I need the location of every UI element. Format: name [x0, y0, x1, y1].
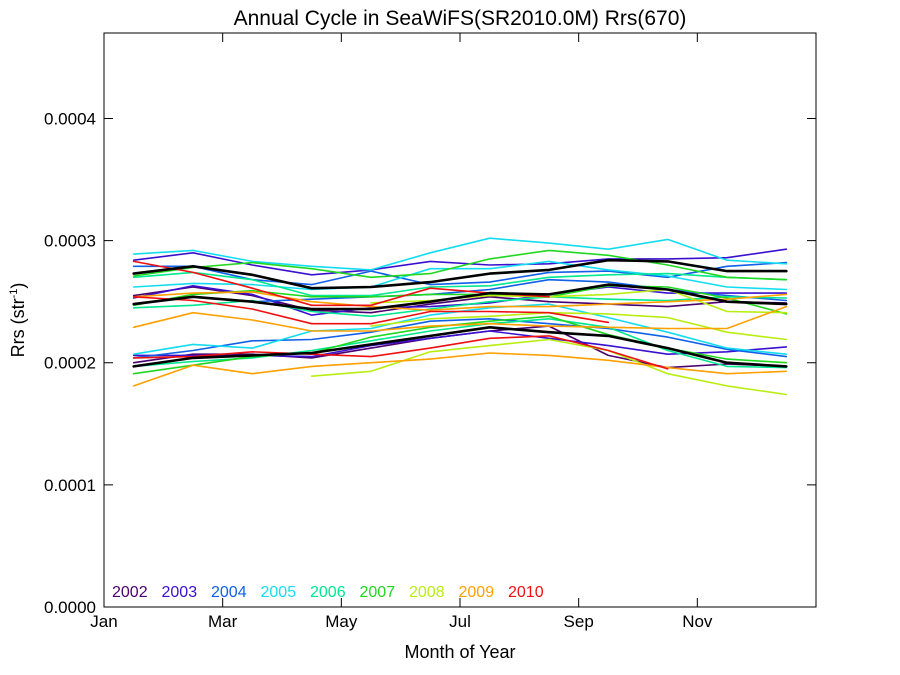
series-line-14 — [132, 271, 788, 297]
series-line-1 — [132, 283, 788, 311]
y-axis-label: Rrs (str-1) — [8, 283, 28, 358]
chart-title: Annual Cycle in SeaWiFS(SR2010.0M) Rrs(6… — [234, 7, 687, 30]
legend-item-2010: 2010 — [508, 584, 544, 601]
series-line-25 — [132, 291, 788, 311]
legend-item-2007: 2007 — [360, 584, 396, 601]
y-tick-label: 0.0004 — [44, 109, 96, 128]
y-tick-label: 0.0000 — [44, 598, 96, 617]
legend-item-2008: 2008 — [409, 584, 445, 601]
tick-labels: Jan Mar May Jul Sep Nov 0.0000 0.0001 0.0002 0.00… — [44, 109, 713, 631]
legend-item-2005: 2005 — [261, 584, 297, 601]
series-line-2 — [132, 326, 788, 368]
y-axis-label-sup: -1 — [8, 289, 20, 299]
series-line-23 — [132, 352, 788, 387]
legend-item-2003: 2003 — [162, 584, 198, 601]
x-tick-label: Jan — [90, 612, 117, 631]
series-line-17 — [132, 249, 788, 281]
plot-frame — [103, 32, 817, 608]
x-tick-label: Jul — [449, 612, 471, 631]
legend-item-2004: 2004 — [211, 584, 247, 601]
x-tick-label: May — [325, 612, 358, 631]
y-tick-label: 0.0003 — [44, 232, 96, 251]
series-line-0 — [132, 258, 788, 290]
series-line-20 — [310, 338, 788, 396]
legend-item-2009: 2009 — [459, 584, 495, 601]
series-line-24 — [132, 305, 788, 332]
series-line-26 — [132, 260, 550, 307]
legend-item-2006: 2006 — [310, 584, 346, 601]
y-tick-label: 0.0002 — [44, 354, 96, 373]
y-axis-label-main: Rrs (str — [8, 298, 28, 357]
series-line-28 — [132, 335, 669, 370]
series-line-10 — [132, 318, 788, 359]
series-layer — [132, 237, 788, 396]
legend-item-2002: 2002 — [112, 584, 148, 601]
x-tick-label: Nov — [682, 612, 713, 631]
series-line-8 — [132, 261, 788, 286]
y-axis-label-close: ) — [8, 283, 28, 289]
x-tick-label: Mar — [208, 612, 238, 631]
x-tick-label: Sep — [564, 612, 594, 631]
series-line-3 — [132, 286, 788, 314]
y-tick-label: 0.0001 — [44, 476, 96, 495]
series-line-11 — [132, 237, 788, 271]
series-line-12 — [132, 260, 788, 291]
series-line-21 — [370, 311, 788, 341]
series-line-27 — [132, 296, 610, 325]
legend: 2002 2003 2004 2005 2006 2007 2008 2009 2010 — [112, 584, 544, 601]
x-axis-label: Month of Year — [404, 642, 515, 662]
